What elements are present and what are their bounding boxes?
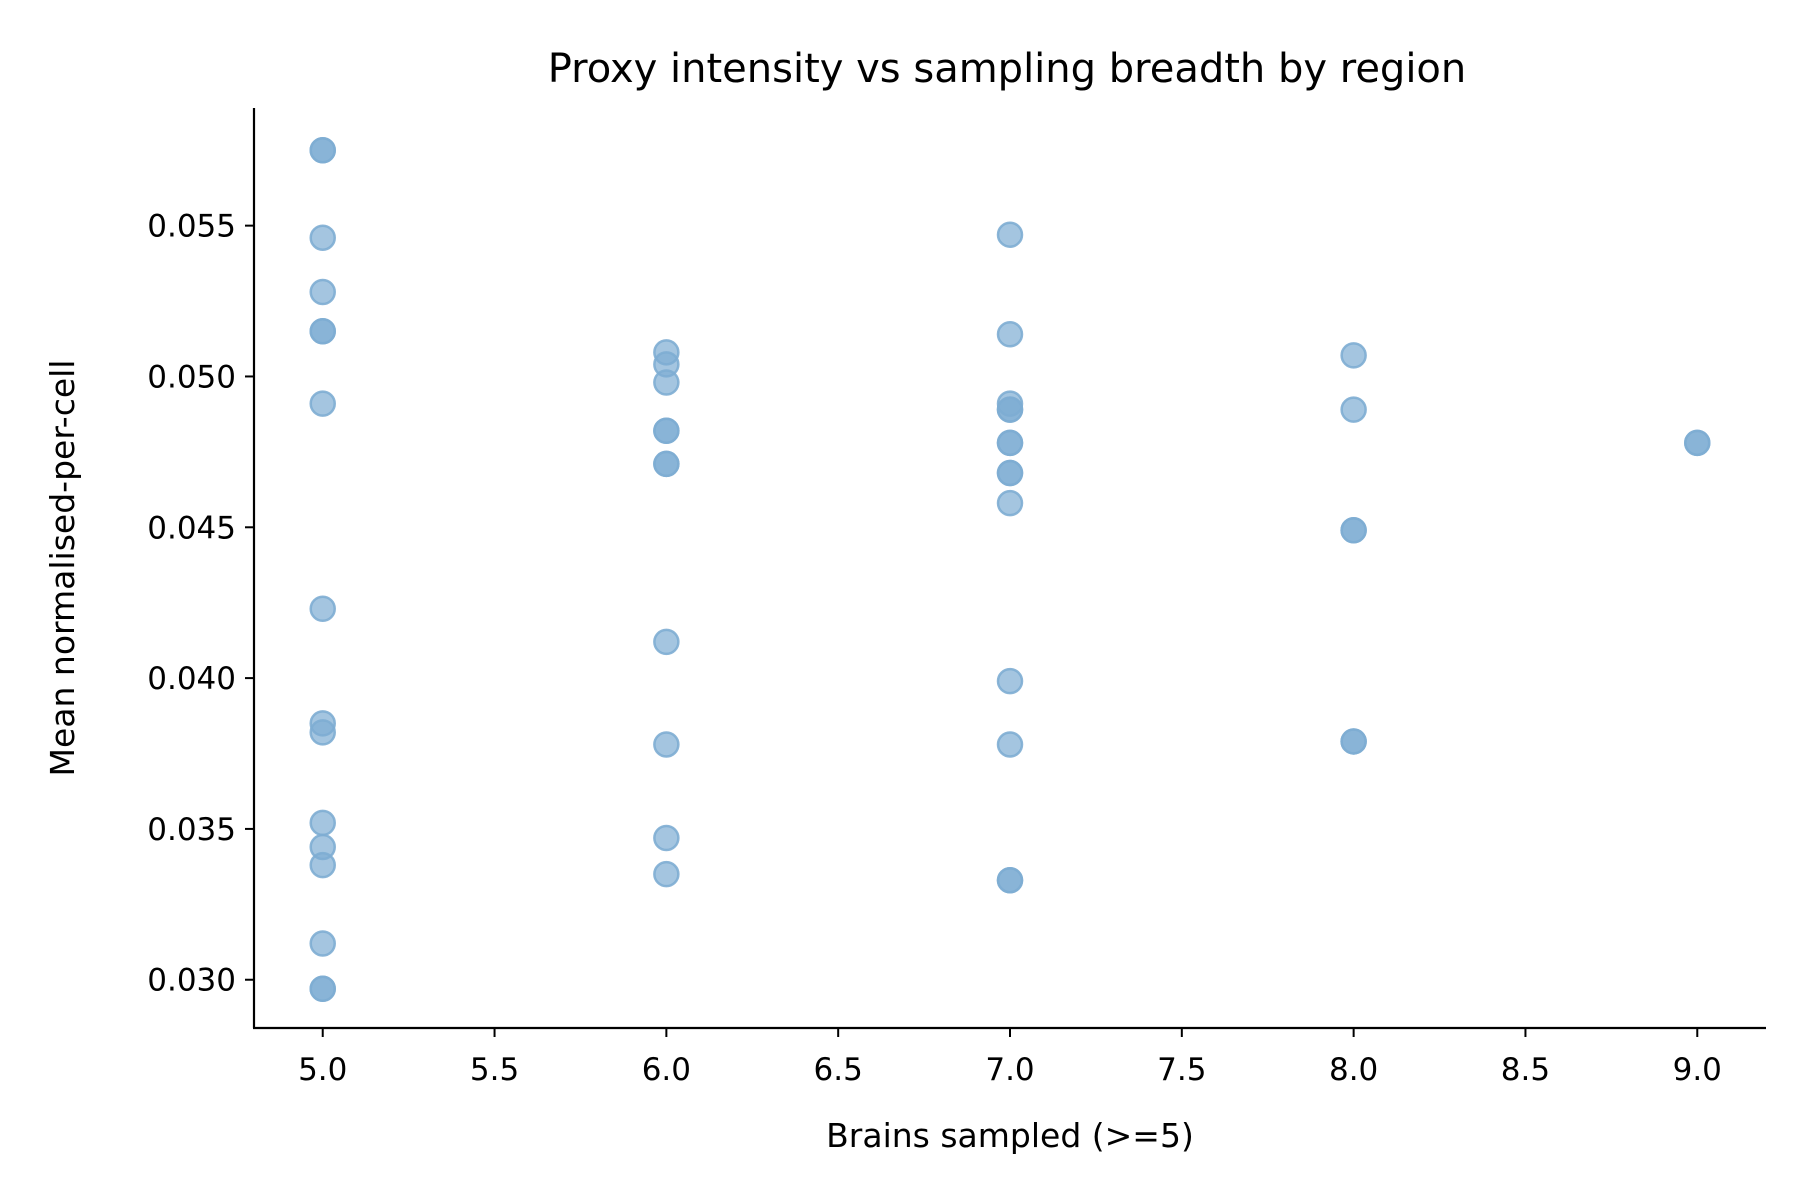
x-tick-label: 9.0 — [1673, 1052, 1722, 1088]
chart-title: Proxy intensity vs sampling breadth by r… — [548, 46, 1467, 92]
x-tick-label: 7.0 — [985, 1052, 1034, 1088]
x-tick-label: 8.0 — [1329, 1052, 1378, 1088]
data-point — [996, 667, 1024, 695]
data-point — [653, 628, 680, 656]
data-point — [309, 595, 336, 622]
y-tick-label: 0.055 — [147, 209, 236, 245]
x-tick-label: 6.0 — [642, 1052, 691, 1088]
y-ticks: 0.030 0.035 0.040 0.045 0.050 0.055 — [147, 209, 254, 999]
data-point — [653, 417, 680, 445]
y-axis-label: Mean normalised-per-cell — [43, 360, 82, 777]
x-tick-label: 5.0 — [298, 1052, 347, 1088]
x-tick-label: 8.5 — [1501, 1052, 1550, 1088]
data-point — [996, 221, 1024, 248]
data-point — [1340, 517, 1367, 544]
data-point — [996, 429, 1024, 457]
data-point — [309, 851, 336, 879]
data-point — [1340, 728, 1367, 755]
data-point — [309, 390, 336, 417]
x-ticks: 5.0 5.5 6.0 6.5 7.0 7.5 8.0 8.5 9.0 — [298, 1028, 1722, 1088]
x-axis-label: Brains sampled (>=5) — [826, 1116, 1194, 1155]
data-point — [1340, 396, 1367, 423]
data-point — [309, 975, 336, 1003]
data-point — [309, 809, 336, 837]
y-tick-label: 0.050 — [147, 359, 236, 395]
data-point — [309, 136, 336, 164]
data-point — [1340, 342, 1367, 369]
data-point — [996, 731, 1024, 758]
data-point — [996, 320, 1024, 348]
data-point — [309, 930, 336, 957]
data-point — [996, 396, 1024, 423]
data-point — [996, 866, 1024, 894]
data-point — [309, 224, 336, 251]
x-tick-label: 7.5 — [1157, 1052, 1206, 1088]
data-point — [653, 450, 680, 478]
data-point — [309, 278, 336, 306]
y-tick-label: 0.040 — [147, 661, 236, 697]
data-point — [309, 719, 336, 746]
y-tick-label: 0.030 — [147, 963, 236, 999]
data-point — [653, 369, 680, 396]
x-tick-label: 6.5 — [814, 1052, 863, 1088]
x-tick-label: 5.5 — [470, 1052, 519, 1088]
data-point — [653, 731, 680, 758]
data-point — [1684, 429, 1711, 457]
y-tick-label: 0.045 — [147, 510, 236, 546]
data-point — [996, 489, 1024, 517]
data-point — [653, 824, 680, 852]
data-point — [996, 459, 1024, 487]
y-tick-label: 0.035 — [147, 812, 236, 848]
data-point — [653, 860, 680, 888]
points-layer — [309, 136, 1711, 1003]
data-point — [309, 317, 336, 345]
